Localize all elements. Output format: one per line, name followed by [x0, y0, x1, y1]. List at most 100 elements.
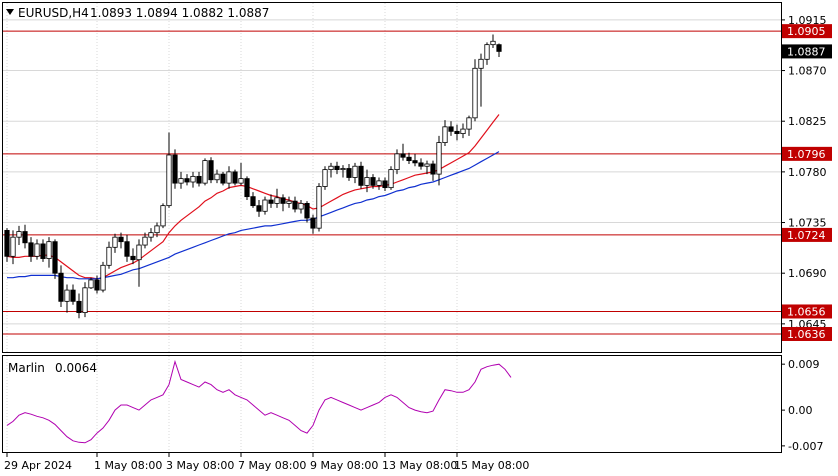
candle[interactable] — [34, 239, 40, 260]
candle[interactable] — [382, 177, 388, 192]
candle[interactable] — [160, 203, 166, 229]
candlesticks — [4, 34, 502, 319]
candle[interactable] — [82, 282, 88, 318]
candle[interactable] — [256, 200, 262, 217]
candle[interactable] — [250, 192, 256, 208]
candle[interactable] — [322, 166, 328, 190]
candle[interactable] — [292, 196, 298, 213]
candle[interactable] — [10, 230, 16, 265]
candle[interactable] — [238, 162, 244, 186]
candle[interactable] — [202, 158, 208, 186]
candle[interactable] — [442, 120, 448, 146]
candle[interactable] — [190, 171, 196, 188]
candle-body — [496, 44, 502, 52]
horizontal-levels — [3, 30, 781, 335]
candle-body — [136, 244, 142, 261]
candle[interactable] — [154, 222, 160, 238]
candle[interactable] — [94, 275, 100, 294]
candle[interactable] — [220, 171, 226, 186]
candle[interactable] — [310, 214, 316, 234]
candle[interactable] — [430, 160, 436, 181]
candle-body — [262, 199, 268, 212]
candle[interactable] — [106, 241, 112, 269]
candle[interactable] — [268, 194, 274, 208]
candle[interactable] — [352, 162, 358, 184]
marlin-line[interactable] — [6, 359, 512, 444]
candle[interactable] — [454, 124, 460, 141]
candle[interactable] — [424, 160, 430, 175]
candle[interactable] — [484, 42, 490, 65]
candle[interactable] — [214, 169, 220, 184]
candle[interactable] — [358, 161, 364, 189]
candle[interactable] — [472, 59, 478, 122]
ma-slow-line[interactable] — [7, 151, 500, 280]
candle[interactable] — [184, 174, 190, 186]
candle[interactable] — [298, 200, 304, 214]
candle[interactable] — [406, 152, 412, 164]
candle[interactable] — [412, 153, 418, 167]
candle[interactable] — [232, 169, 238, 186]
candle[interactable] — [490, 34, 496, 49]
candle[interactable] — [226, 166, 232, 189]
candle[interactable] — [4, 228, 10, 262]
candle[interactable] — [76, 293, 82, 319]
candle[interactable] — [346, 163, 352, 181]
candle[interactable] — [364, 169, 370, 193]
candle[interactable] — [100, 261, 106, 293]
candle[interactable] — [28, 237, 34, 262]
candle[interactable] — [64, 284, 70, 313]
candle[interactable] — [334, 161, 340, 175]
candle[interactable] — [286, 196, 292, 208]
candle-body — [34, 243, 40, 257]
candle[interactable] — [436, 135, 442, 186]
candle[interactable] — [418, 158, 424, 170]
candle[interactable] — [304, 201, 310, 223]
candle[interactable] — [196, 171, 202, 187]
candle[interactable] — [118, 232, 124, 249]
candle[interactable] — [46, 237, 52, 268]
candle[interactable] — [316, 183, 322, 232]
candle[interactable] — [172, 149, 178, 189]
candle[interactable] — [244, 176, 250, 201]
candle[interactable] — [460, 123, 466, 139]
candle[interactable] — [52, 239, 58, 279]
candle-body — [250, 196, 256, 207]
time-tick-label: 29 Apr 2024 — [4, 459, 72, 472]
candle[interactable] — [208, 157, 214, 184]
candle[interactable] — [388, 166, 394, 190]
candle[interactable] — [274, 188, 280, 208]
ma-fast-line[interactable] — [6, 114, 500, 280]
candle[interactable] — [340, 165, 346, 178]
candle[interactable] — [40, 239, 46, 262]
candle[interactable] — [466, 115, 472, 136]
candle[interactable] — [88, 277, 94, 289]
dropdown-triangle-icon[interactable] — [6, 9, 14, 15]
candle[interactable] — [70, 284, 76, 305]
candle[interactable] — [448, 121, 454, 136]
candle[interactable] — [376, 177, 382, 190]
candle[interactable] — [280, 194, 286, 212]
candle[interactable] — [148, 228, 154, 242]
candle[interactable] — [496, 43, 502, 58]
candle[interactable] — [142, 232, 148, 249]
candle[interactable] — [478, 53, 484, 107]
candle[interactable] — [124, 234, 130, 262]
candle[interactable] — [58, 265, 64, 307]
candle[interactable] — [370, 174, 376, 189]
candle[interactable] — [136, 239, 142, 287]
candle[interactable] — [112, 233, 118, 253]
candle[interactable] — [130, 248, 136, 265]
candle-body — [328, 165, 334, 171]
candle[interactable] — [178, 171, 184, 189]
candle[interactable] — [394, 149, 400, 175]
candle[interactable] — [22, 224, 28, 249]
candle[interactable] — [16, 225, 22, 246]
candle[interactable] — [328, 162, 334, 178]
candle-body — [112, 236, 118, 248]
candle[interactable] — [262, 196, 268, 215]
candle[interactable] — [166, 132, 172, 208]
candle[interactable] — [400, 143, 406, 161]
candle-body — [400, 153, 406, 158]
